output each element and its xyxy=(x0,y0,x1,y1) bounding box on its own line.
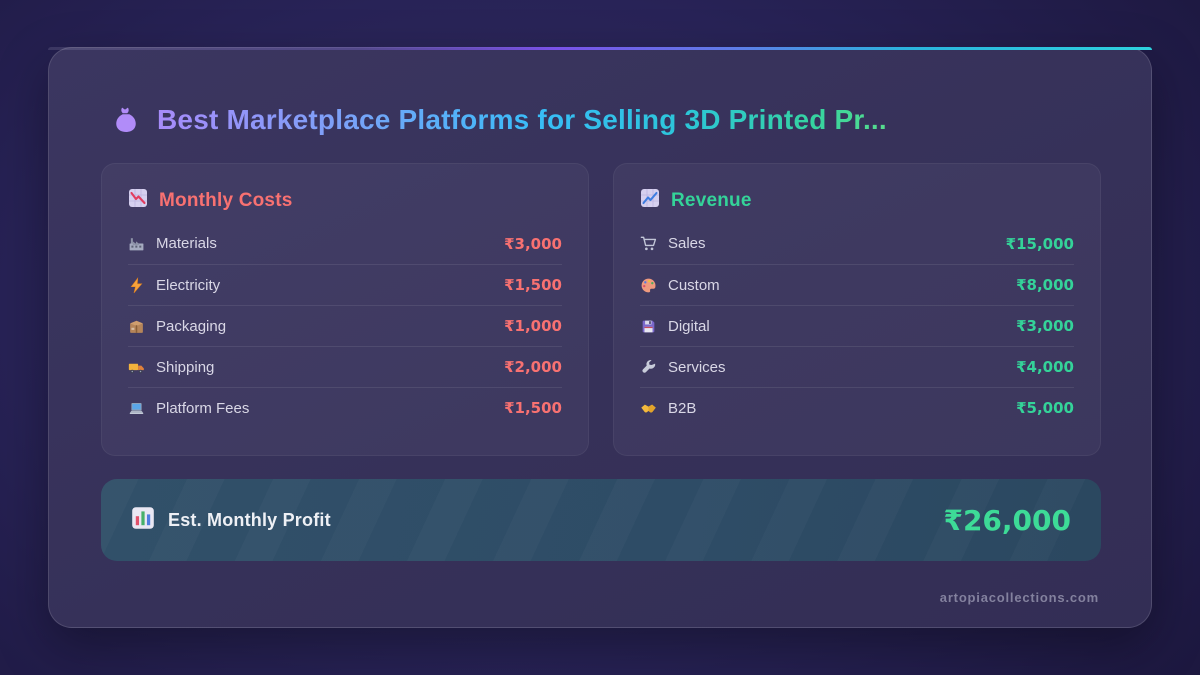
wrench-icon xyxy=(640,359,657,376)
cost-value: ₹1,500 xyxy=(504,276,562,294)
revenue-value: ₹5,000 xyxy=(1016,399,1074,417)
revenue-row-digital: Digital ₹3,000 xyxy=(640,305,1074,346)
chart-increasing-icon xyxy=(640,188,660,213)
cost-row-materials: Materials ₹3,000 xyxy=(128,223,562,264)
card-top-gradient-accent xyxy=(48,47,1152,50)
panels-row: Monthly Costs Materials xyxy=(101,163,1101,456)
revenue-label: Digital xyxy=(668,317,710,335)
revenue-header: Revenue xyxy=(640,188,1074,213)
money-bag-icon xyxy=(111,105,141,135)
cost-label: Platform Fees xyxy=(156,399,250,417)
monthly-costs-panel: Monthly Costs Materials xyxy=(101,163,589,456)
bar-chart-icon xyxy=(131,506,155,535)
cost-label: Electricity xyxy=(156,276,221,294)
revenue-value: ₹8,000 xyxy=(1016,276,1074,294)
profit-left: Est. Monthly Profit xyxy=(131,506,331,535)
revenue-label: Custom xyxy=(668,276,720,294)
revenue-label: Sales xyxy=(668,235,706,252)
revenue-panel: Revenue Sales ₹15,000 xyxy=(613,163,1101,456)
lightning-icon xyxy=(128,276,145,294)
revenue-rows: Sales ₹15,000 Custom ₹8,000 xyxy=(640,223,1074,428)
cost-rows: Materials ₹3,000 Electricity ₹1,500 xyxy=(128,223,562,428)
revenue-row-services: Services ₹4,000 xyxy=(640,346,1074,387)
monthly-costs-header: Monthly Costs xyxy=(128,188,562,213)
profit-banner: Est. Monthly Profit ₹26,000 xyxy=(101,479,1101,561)
cost-row-electricity: Electricity ₹1,500 xyxy=(128,264,562,305)
title-row: Best Marketplace Platforms for Selling 3… xyxy=(111,98,887,142)
shopping-cart-icon xyxy=(640,235,657,252)
revenue-label: B2B xyxy=(668,399,697,417)
handshake-icon xyxy=(640,400,657,417)
chart-decreasing-icon xyxy=(128,188,148,213)
cost-label: Packaging xyxy=(156,317,227,335)
profit-value: ₹26,000 xyxy=(943,503,1071,537)
revenue-heading: Revenue xyxy=(671,189,752,211)
package-icon xyxy=(128,318,145,335)
cost-label: Materials xyxy=(156,235,217,252)
floppy-disk-icon xyxy=(640,318,657,335)
cost-value: ₹2,000 xyxy=(504,358,562,376)
revenue-label: Services xyxy=(668,358,726,376)
laptop-icon xyxy=(128,400,145,417)
page-title: Best Marketplace Platforms for Selling 3… xyxy=(157,104,887,135)
revenue-row-custom: Custom ₹8,000 xyxy=(640,264,1074,305)
cost-value: ₹1,000 xyxy=(504,317,562,335)
infographic-card: Best Marketplace Platforms for Selling 3… xyxy=(48,47,1152,628)
monthly-costs-heading: Monthly Costs xyxy=(159,189,293,211)
revenue-value: ₹4,000 xyxy=(1016,358,1074,376)
revenue-value: ₹3,000 xyxy=(1016,317,1074,335)
cost-label: Shipping xyxy=(156,358,215,376)
revenue-value: ₹15,000 xyxy=(1005,234,1074,253)
truck-icon xyxy=(128,359,145,376)
profit-label: Est. Monthly Profit xyxy=(168,509,331,530)
watermark-url: artopiacollections.com xyxy=(939,590,1099,605)
cost-value: ₹1,500 xyxy=(504,399,562,417)
revenue-row-sales: Sales ₹15,000 xyxy=(640,223,1074,264)
revenue-row-b2b: B2B ₹5,000 xyxy=(640,387,1074,428)
cost-row-shipping: Shipping ₹2,000 xyxy=(128,346,562,387)
palette-icon xyxy=(640,277,657,294)
factory-icon xyxy=(128,235,145,252)
cost-row-platform-fees: Platform Fees ₹1,500 xyxy=(128,387,562,428)
cost-value: ₹3,000 xyxy=(504,234,562,253)
cost-row-packaging: Packaging ₹1,000 xyxy=(128,305,562,346)
